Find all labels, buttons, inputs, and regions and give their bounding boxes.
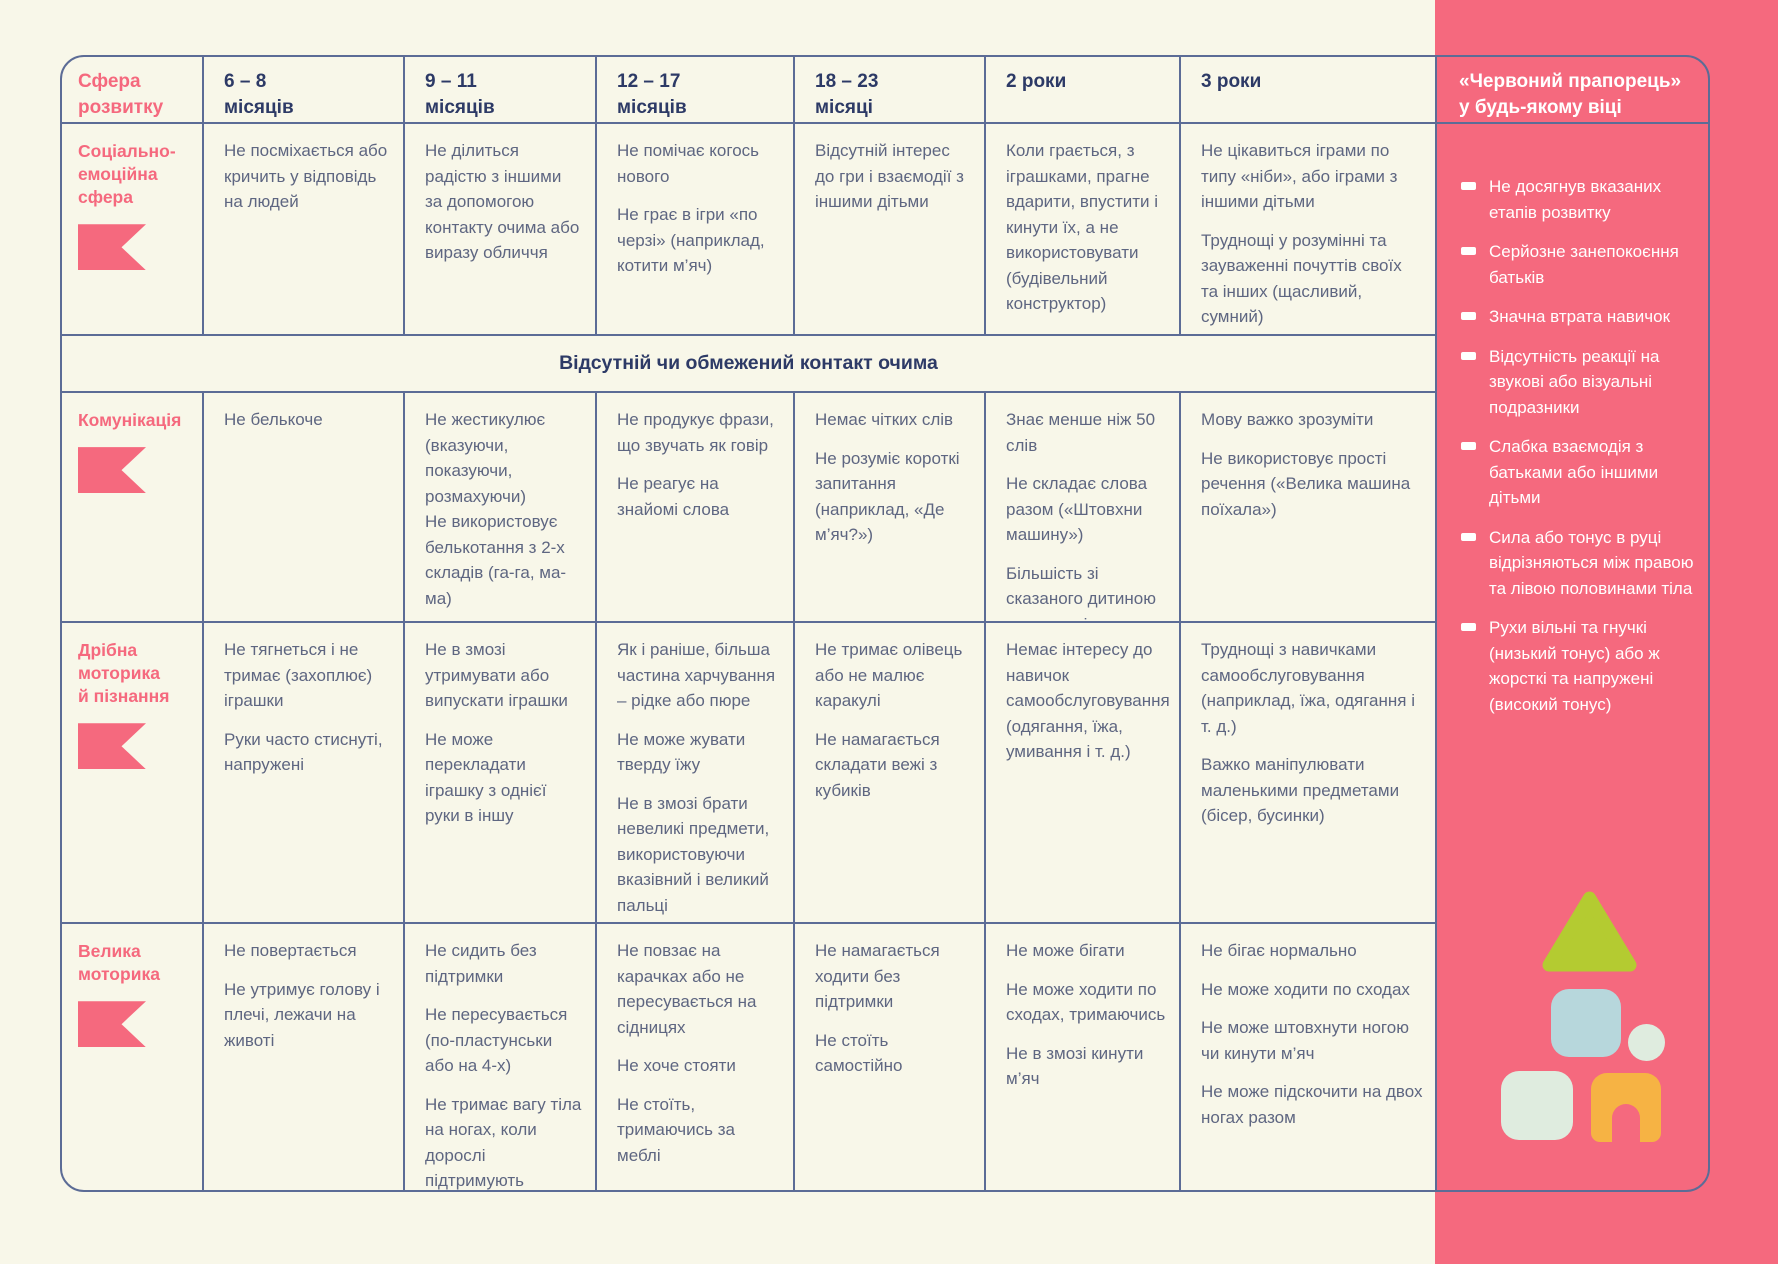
milestones-table: Сфера розвитку 6 – 8 місяців 9 – 11 міся… [60, 55, 1710, 1192]
arch-hole [1612, 1104, 1640, 1142]
milestone-cell: Не повзає на карачках або не пересуваєть… [597, 924, 795, 1190]
milestone-cell: Відсутній інтерес до гри і взаємодії з і… [795, 124, 986, 336]
red-flag-panel-title: «Червоний прапорець» у будь-якому віці [1437, 57, 1708, 124]
milestone-cell: Не продукує фрази, що звучать як говір Не… [597, 393, 795, 623]
red-flag-item: Слабка взаємодія з батьками або іншими д… [1461, 434, 1694, 511]
milestone-cell: Не белькоче [204, 393, 405, 623]
milestone-cell: Не посміхається або кричить у відповідь … [204, 124, 405, 336]
red-flag-text: Рухи вільні та гнучкі (низький тонус) аб… [1489, 618, 1660, 714]
red-flag-item: Не досягнув вказаних етапів розвитку [1461, 174, 1694, 225]
milestone-cell: Знає менше ніж 50 слів Не складає слова р… [986, 393, 1181, 623]
red-flag-text: Сила або тонус в руці відрізняються між … [1489, 527, 1694, 598]
column-header-6-8-months: 6 – 8 місяців [204, 57, 405, 124]
red-flag-text: Відсутність реакції на звукові або візуа… [1489, 346, 1660, 417]
bullet-icon [1461, 182, 1476, 190]
milestone-cell: Не в змозі утримувати або випускати ігра… [405, 623, 597, 924]
category-label: Соціально- емоційна сфера [78, 141, 176, 208]
category-cell-fine-motor: Дрібна моторика й пізнання [62, 623, 204, 924]
square-block-icon [1551, 989, 1621, 1057]
category-label: Комунікація [78, 410, 182, 430]
column-header-18-23-months: 18 – 23 місяці [795, 57, 986, 124]
column-header-3-years: 3 роки [1181, 57, 1437, 124]
red-flag-text: Значна втрата навичок [1489, 307, 1671, 326]
milestone-cell: Не жестикулює (вказуючи, показуючи, розм… [405, 393, 597, 623]
red-flag-item: Серйозне занепокоєння батьків [1461, 239, 1694, 290]
square-block-icon [1501, 1071, 1573, 1140]
bullet-icon [1461, 247, 1476, 255]
flag-icon [78, 447, 146, 494]
red-flag-text: Не досягнув вказаних етапів розвитку [1489, 177, 1662, 222]
category-cell-communication: Комунікація [62, 393, 204, 623]
bullet-icon [1461, 351, 1476, 360]
flag-icon [78, 1001, 146, 1048]
category-label: Дрібна моторика й пізнання [78, 640, 170, 707]
milestone-cell: Немає інтересу до навичок самообслуговув… [986, 623, 1181, 924]
milestone-cell: Труднощі з навичками самообслуговування … [1181, 623, 1437, 924]
flag-icon [78, 723, 146, 770]
eye-contact-note: Відсутній чи обмежений контакт очима [62, 336, 1437, 393]
column-header-12-17-months: 12 – 17 місяців [597, 57, 795, 124]
milestone-cell: Не намагається ходити без підтримки Не ст… [795, 924, 986, 1190]
milestone-cell: Немає чітких слів Не розуміє короткі запи… [795, 393, 986, 623]
milestone-cell: Не тримає олівець або не малює каракулі Н… [795, 623, 986, 924]
milestone-cell: Не бігає нормально Не може ходити по сход… [1181, 924, 1437, 1190]
column-header-development-area: Сфера розвитку [62, 57, 204, 124]
column-header-9-11-months: 9 – 11 місяців [405, 57, 597, 124]
arch-block-icon [1591, 1073, 1661, 1142]
triangle-block-icon [1542, 891, 1637, 972]
milestone-cell: Як і раніше, більша частина харчування –… [597, 623, 795, 924]
milestone-cell: Не помічає когось нового Не грає в ігри «… [597, 124, 795, 336]
milestone-cell: Не може бігати Не може ходити по сходах, … [986, 924, 1181, 1190]
category-label: Велика моторика [78, 941, 160, 985]
bullet-icon [1461, 623, 1476, 631]
red-flags-list: Не досягнув вказаних етапів розвитку Сер… [1437, 124, 1708, 1190]
milestone-cell: Не повертається Не утримує голову і плечі… [204, 924, 405, 1190]
bullet-icon [1461, 532, 1476, 541]
milestone-cell: Не тягнеться і не тримає (захоплює) ігра… [204, 623, 405, 924]
milestone-cell: Не ділиться радістю з іншими за допомого… [405, 124, 597, 336]
column-header-2-years: 2 роки [986, 57, 1181, 124]
milestone-cell: Мову важко зрозуміти Не використовує прос… [1181, 393, 1437, 623]
red-flag-text: Серйозне занепокоєння батьків [1489, 242, 1679, 287]
milestone-cell: Не сидить без підтримки Не пересувається … [405, 924, 597, 1190]
red-flag-item: Значна втрата навичок [1461, 304, 1694, 330]
bullet-icon [1461, 312, 1476, 320]
bullet-icon [1461, 442, 1476, 450]
flag-icon [78, 224, 146, 271]
circle-block-icon [1628, 1024, 1665, 1061]
red-flag-item: Відсутність реакції на звукові або візуа… [1461, 344, 1694, 421]
red-flag-item: Рухи вільні та гнучкі (низький тонус) аб… [1461, 615, 1694, 717]
category-cell-social-emotional: Соціально- емоційна сфера [62, 124, 204, 336]
red-flag-item: Сила або тонус в руці відрізняються між … [1461, 525, 1694, 602]
red-flag-text: Слабка взаємодія з батьками або іншими д… [1489, 437, 1659, 507]
milestone-cell: Не цікавиться іграми по типу «ніби», або… [1181, 124, 1437, 336]
category-cell-gross-motor: Велика моторика [62, 924, 204, 1190]
milestone-cell: Коли грається, з іграшками, прагне вдари… [986, 124, 1181, 336]
